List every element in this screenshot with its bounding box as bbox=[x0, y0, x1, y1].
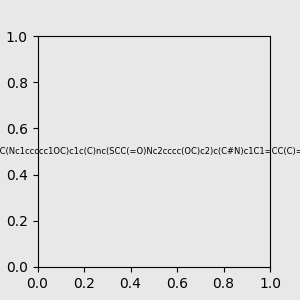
Text: O=C(Nc1ccccc1OC)c1c(C)nc(SCC(=O)Nc2cccc(OC)c2)c(C#N)c1C1=CC(C)=CO1: O=C(Nc1ccccc1OC)c1c(C)nc(SCC(=O)Nc2cccc(… bbox=[0, 147, 300, 156]
